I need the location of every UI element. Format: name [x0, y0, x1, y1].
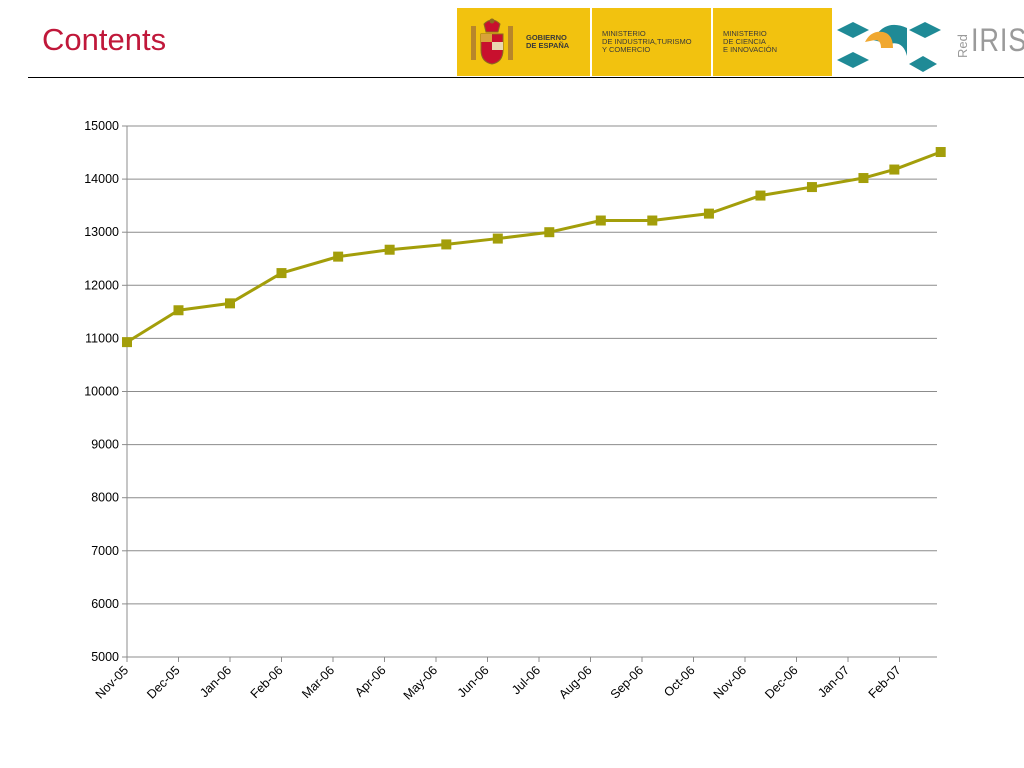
y-tick-label: 8000 [91, 491, 119, 505]
gobierno-label: GOBIERNO DE ESPAÑA [526, 33, 570, 50]
data-point-marker [173, 305, 184, 316]
data-point-marker [544, 227, 555, 238]
y-tick-label: 9000 [91, 438, 119, 452]
y-tick-label: 15000 [84, 119, 119, 133]
y-tick-label: 5000 [91, 650, 119, 664]
x-tick-label: Nov-05 [93, 663, 131, 701]
data-point-marker [384, 244, 395, 255]
x-tick-label: Feb-06 [248, 663, 286, 701]
rediris-logo: Red IRIS [835, 8, 1024, 76]
ministerio-ciencia-logo: MINISTERIO DE CIENCIA E INNOVACIÓN [713, 8, 832, 76]
y-tick-label: 7000 [91, 544, 119, 558]
data-point-marker [935, 147, 946, 158]
y-tick-label: 14000 [84, 172, 119, 186]
data-point-marker [225, 298, 235, 309]
y-tick-label: 11000 [85, 331, 119, 345]
slide-title: Contents [42, 22, 167, 57]
x-tick-label: Aug-06 [556, 663, 594, 701]
ministerio-industria-logo: MINISTERIO DE INDUSTRIA,TURISMO Y COMERC… [592, 8, 711, 76]
x-tick-label: Apr-06 [352, 663, 388, 699]
logo-band: GOBIERNO DE ESPAÑA MINISTERIO DE INDUSTR… [457, 8, 1024, 76]
data-point-marker [276, 268, 287, 279]
ministerio-ciencia-label: MINISTERIO DE CIENCIA E INNOVACIÓN [723, 29, 778, 54]
data-point-marker [806, 182, 817, 193]
y-tick-label: 6000 [91, 597, 119, 611]
data-point-marker [755, 190, 766, 201]
rediris-iris-label: IRIS [971, 22, 1024, 58]
ministerio-industria-label: MINISTERIO DE INDUSTRIA,TURISMO Y COMERC… [602, 29, 692, 54]
x-tick-label: Jan-07 [815, 663, 852, 700]
y-tick-label: 10000 [84, 385, 119, 399]
y-tick-label: 12000 [84, 278, 119, 292]
data-point-marker [889, 164, 900, 175]
x-tick-label: Oct-06 [661, 663, 697, 699]
y-tick-label: 13000 [84, 225, 119, 239]
data-point-marker [122, 337, 132, 348]
data-point-marker [595, 215, 606, 226]
data-point-marker [492, 233, 503, 244]
x-tick-label: Jan-06 [197, 663, 234, 700]
x-tick-label: Nov-06 [711, 663, 749, 701]
gobierno-espana-logo: GOBIERNO DE ESPAÑA [457, 8, 590, 76]
x-tick-label: May-06 [401, 663, 440, 702]
rediris-symbol-icon [837, 22, 941, 72]
data-point-marker [703, 208, 714, 219]
data-point-marker [333, 251, 344, 262]
x-tick-label: Feb-07 [866, 663, 904, 701]
x-tick-label: Dec-05 [144, 663, 182, 701]
x-tick-label: Jul-06 [509, 663, 543, 697]
data-point-marker [858, 173, 869, 184]
data-point-marker [441, 239, 452, 250]
x-tick-label: Jun-06 [455, 663, 492, 700]
spain-coat-of-arms-icon [471, 18, 513, 65]
x-tick-label: Mar-06 [299, 663, 337, 701]
title-divider [28, 77, 1024, 78]
data-point-marker [647, 215, 658, 226]
x-tick-label: Sep-06 [608, 663, 646, 701]
x-tick-label: Dec-06 [762, 663, 800, 701]
series-line [126, 150, 942, 344]
